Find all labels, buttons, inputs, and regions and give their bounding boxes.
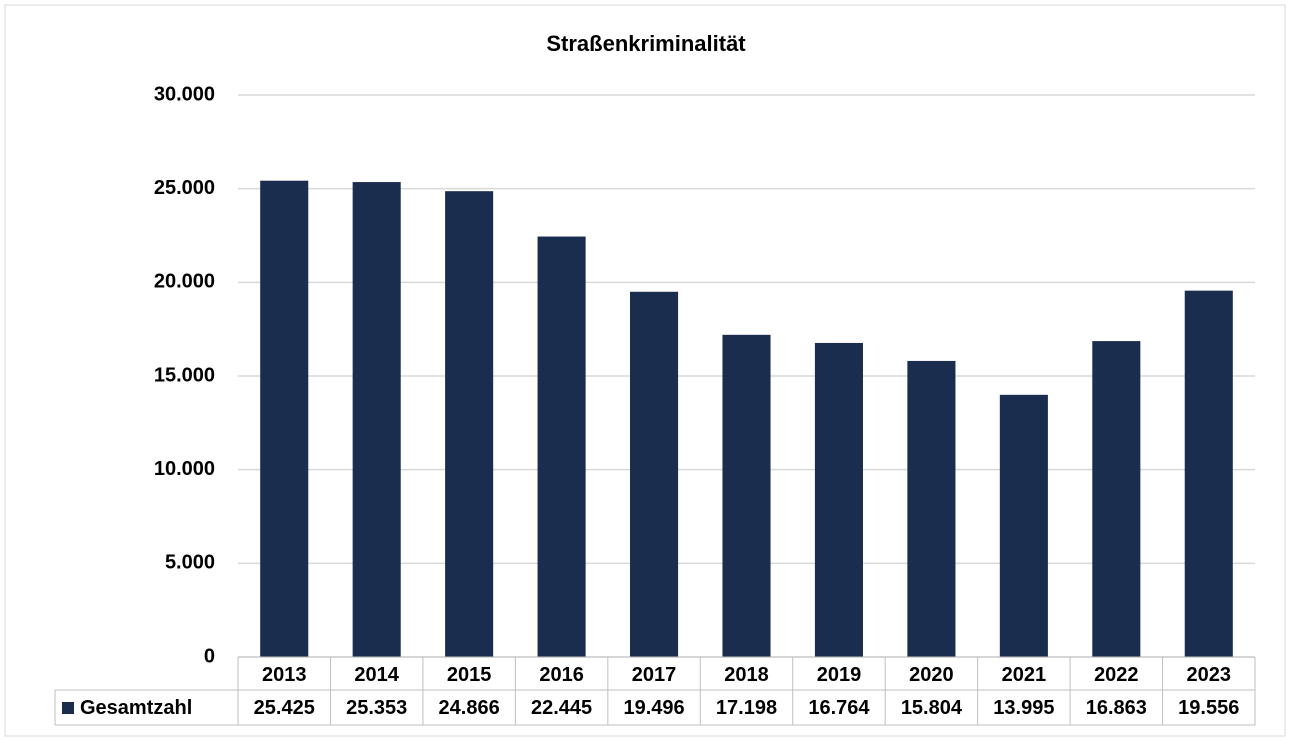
y-tick-label: 20.000: [154, 271, 215, 293]
y-tick-label: 15.000: [154, 364, 215, 386]
table-value: 16.764: [808, 697, 870, 719]
table-value: 17.198: [716, 697, 777, 719]
bar: [1092, 341, 1141, 657]
chart-title: Straßenkriminalität: [546, 31, 746, 56]
legend-label: Gesamtzahl: [80, 697, 192, 719]
bar: [537, 236, 586, 657]
x-tick-label: 2021: [1002, 664, 1047, 686]
bar: [999, 394, 1048, 657]
table-value: 25.425: [254, 697, 315, 719]
y-tick-label: 5.000: [165, 552, 215, 574]
x-tick-label: 2018: [724, 664, 769, 686]
bar: [630, 291, 679, 657]
x-tick-label: 2019: [817, 664, 862, 686]
table-value: 15.804: [901, 697, 963, 719]
bar: [352, 182, 401, 657]
x-tick-label: 2015: [447, 664, 492, 686]
bar: [260, 180, 309, 657]
table-value: 19.556: [1178, 697, 1239, 719]
bar: [722, 334, 771, 657]
table-value: 13.995: [993, 697, 1054, 719]
bar: [814, 342, 863, 657]
bar: [907, 360, 956, 657]
y-tick-label: 25.000: [154, 177, 215, 199]
x-tick-label: 2013: [262, 664, 307, 686]
x-tick-label: 2014: [354, 664, 399, 686]
bar: [445, 191, 494, 657]
bar: [1184, 290, 1233, 657]
y-tick-label: 30.000: [154, 83, 215, 105]
table-value: 25.353: [346, 697, 407, 719]
x-tick-label: 2017: [632, 664, 677, 686]
table-value: 16.863: [1086, 697, 1147, 719]
table-value: 19.496: [623, 697, 684, 719]
table-value: 24.866: [439, 697, 500, 719]
y-tick-label: 10.000: [154, 458, 215, 480]
table-value: 22.445: [531, 697, 592, 719]
x-tick-label: 2022: [1094, 664, 1139, 686]
y-tick-label: 0: [204, 645, 215, 667]
x-tick-label: 2020: [909, 664, 954, 686]
x-tick-label: 2023: [1187, 664, 1232, 686]
legend-swatch: [62, 702, 74, 714]
x-tick-label: 2016: [539, 664, 584, 686]
